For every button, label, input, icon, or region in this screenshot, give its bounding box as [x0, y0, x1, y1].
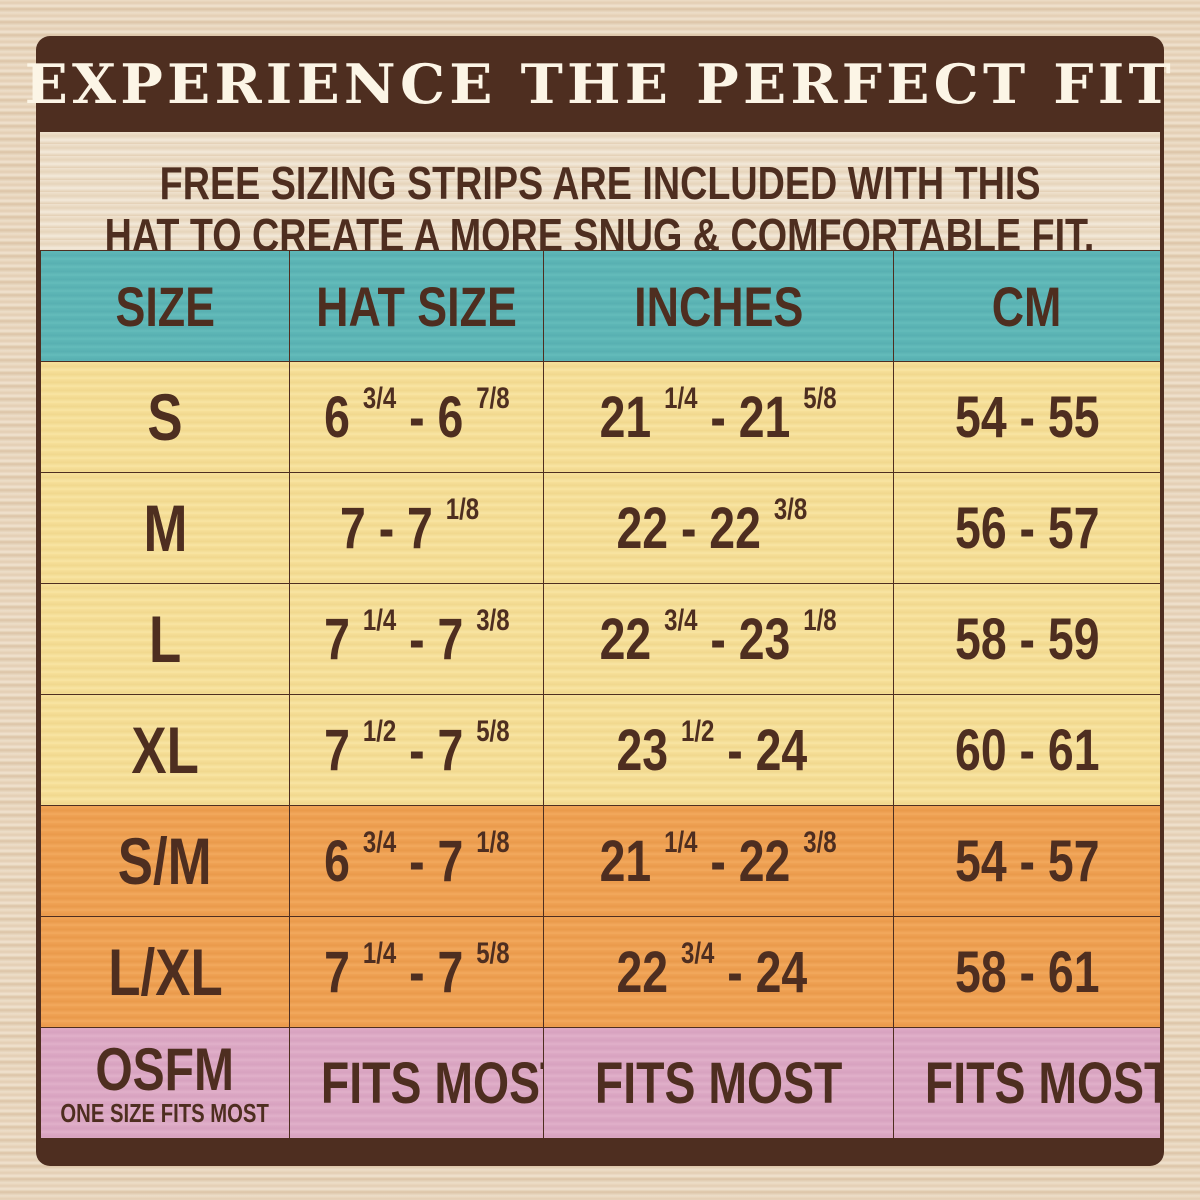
header-hat-size: HAT SIZE: [289, 250, 544, 362]
inches-cell: 22 3/4 - 24: [543, 916, 894, 1028]
size-cell: L: [40, 583, 290, 695]
chart-title: EXPERIENCE THE PERFECT FIT: [24, 52, 1176, 116]
hat-size-cell: 7 1/4 - 7 3/8: [289, 583, 544, 695]
hat-size-cell: 6 3/4 - 7 1/8: [289, 805, 544, 917]
size-label: OSFM: [95, 1036, 235, 1103]
cm-cell: 54 - 57: [893, 805, 1161, 917]
size-cell: S: [40, 361, 290, 473]
size-cell: XL: [40, 694, 290, 806]
size-cell: M: [40, 472, 290, 584]
hat-size-cell: FITS MOST: [289, 1027, 544, 1139]
hat-size-cell: 7 - 7 1/8: [289, 472, 544, 584]
cm-cell: 58 - 59: [893, 583, 1161, 695]
note-line-1: FREE SIZING STRIPS ARE INCLUDED WITH THI…: [159, 157, 1041, 209]
cm-cell: 60 - 61: [893, 694, 1161, 806]
size-cell: OSFM ONE SIZE FITS MOST: [40, 1027, 290, 1139]
inches-cell: 21 1/4 - 22 3/8: [543, 805, 894, 917]
table-row-osfm: OSFM ONE SIZE FITS MOST FITS MOST FITS M…: [40, 1027, 1161, 1139]
cm-cell: 56 - 57: [893, 472, 1161, 584]
size-note: ONE SIZE FITS MOST: [60, 1098, 270, 1128]
table-row: XL 7 1/2 - 7 5/8 23 1/2 - 24 60 - 61: [40, 694, 1161, 806]
inches-cell: FITS MOST: [543, 1027, 894, 1139]
size-chart-frame: EXPERIENCE THE PERFECT FIT FREE SIZING S…: [25, 36, 1171, 1166]
header-cm: CM: [893, 250, 1161, 362]
inches-cell: 22 3/4 - 23 1/8: [543, 583, 894, 695]
inches-cell: 23 1/2 - 24: [543, 694, 894, 806]
header-inches: INCHES: [543, 250, 894, 362]
cm-cell: 54 - 55: [893, 361, 1161, 473]
table-row: S/M 6 3/4 - 7 1/8 21 1/4 - 22 3/8 54 - 57: [40, 805, 1161, 917]
inches-cell: 21 1/4 - 21 5/8: [543, 361, 894, 473]
inches-cell: 22 - 22 3/8: [543, 472, 894, 584]
hat-size-cell: 6 3/4 - 6 7/8: [289, 361, 544, 473]
cm-cell: 58 - 61: [893, 916, 1161, 1028]
table-header-row: SIZE HAT SIZE INCHES CM: [40, 250, 1161, 362]
hat-size-cell: 7 1/2 - 7 5/8: [289, 694, 544, 806]
chart-title-banner: EXPERIENCE THE PERFECT FIT: [25, 36, 1171, 132]
cm-cell: FITS MOST: [893, 1027, 1161, 1139]
size-cell: L/XL: [40, 916, 290, 1028]
table-row: L/XL 7 1/4 - 7 5/8 22 3/4 - 24 58 - 61: [40, 916, 1161, 1028]
size-cell: S/M: [40, 805, 290, 917]
hat-size-cell: 7 1/4 - 7 5/8: [289, 916, 544, 1028]
header-size: SIZE: [40, 250, 290, 362]
